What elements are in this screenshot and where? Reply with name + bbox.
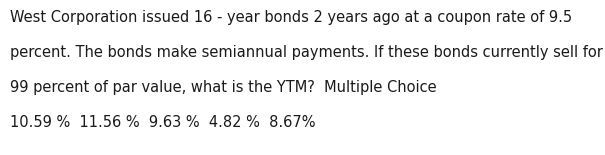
Text: 99 percent of par value, what is the YTM?  Multiple Choice: 99 percent of par value, what is the YTM…	[10, 80, 437, 95]
Text: 10.59 %  11.56 %  9.63 %  4.82 %  8.67%: 10.59 % 11.56 % 9.63 % 4.82 % 8.67%	[10, 115, 315, 130]
Text: West Corporation issued 16 - year bonds 2 years ago at a coupon rate of 9.5: West Corporation issued 16 - year bonds …	[10, 10, 572, 25]
Text: percent. The bonds make semiannual payments. If these bonds currently sell for: percent. The bonds make semiannual payme…	[10, 45, 603, 60]
